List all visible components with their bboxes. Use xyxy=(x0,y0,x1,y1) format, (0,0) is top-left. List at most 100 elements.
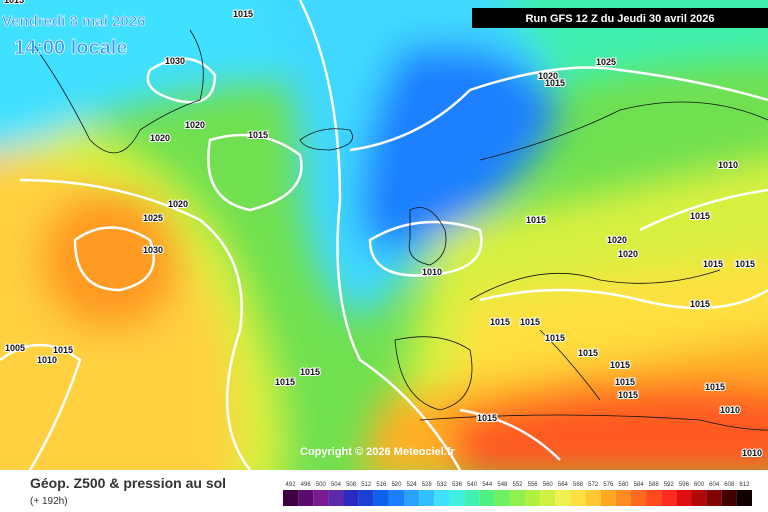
legend-swatch xyxy=(661,490,677,506)
isobar-label: 1015 xyxy=(248,130,268,140)
legend-label: 496 xyxy=(301,482,312,488)
isobar-label: 1020 xyxy=(538,71,558,81)
legend-label: 604 xyxy=(709,482,720,488)
legend-swatch xyxy=(509,490,526,506)
legend-swatch xyxy=(585,490,601,506)
legend-swatch xyxy=(721,490,737,506)
isobar-label: 1015 xyxy=(233,9,253,19)
legend-label: 508 xyxy=(346,482,357,488)
legend-swatch xyxy=(630,490,647,506)
legend-label: 588 xyxy=(649,482,660,488)
legend-swatch xyxy=(479,490,495,506)
legend-label: 564 xyxy=(558,482,569,488)
legend-label: 540 xyxy=(467,482,478,488)
legend-swatch xyxy=(373,490,389,506)
legend-label: 580 xyxy=(618,482,629,488)
date: Vendredi 8 mai 2026 xyxy=(2,13,145,30)
legend-swatch xyxy=(676,490,692,506)
run-box xyxy=(472,8,768,28)
legend-swatch xyxy=(525,490,541,506)
legend-swatch xyxy=(736,490,752,506)
legend-label: 576 xyxy=(603,482,614,488)
isobar-label: 1015 xyxy=(545,78,565,88)
legend-swatch xyxy=(555,490,571,506)
legend-label: 504 xyxy=(331,482,342,488)
isobar-label: 1020 xyxy=(618,249,638,259)
legend-label: 528 xyxy=(422,482,433,488)
legend-label: 524 xyxy=(407,482,418,488)
local-time: 14:00 locale xyxy=(14,37,127,59)
legend-label: 560 xyxy=(543,482,554,488)
isobar-label: 1015 xyxy=(275,377,295,387)
field xyxy=(0,0,768,470)
legend-label: 572 xyxy=(588,482,599,488)
isobar-label: 1005 xyxy=(5,343,25,353)
legend-label: 608 xyxy=(724,482,735,488)
isobar-label: 1015 xyxy=(690,211,710,221)
legend-label: 500 xyxy=(316,482,327,488)
legend-swatch xyxy=(706,490,722,506)
coastlines xyxy=(29,29,768,431)
isobar-label: 1025 xyxy=(596,57,616,67)
isobar-label: 1015 xyxy=(526,215,546,225)
legend-label: 492 xyxy=(286,482,297,488)
legend-swatch xyxy=(434,490,450,506)
isobar-label: 1015 xyxy=(705,382,725,392)
legend-swatch xyxy=(343,490,359,506)
legend-swatch xyxy=(388,490,405,506)
legend-label: 596 xyxy=(679,482,690,488)
legend-label: 520 xyxy=(391,482,402,488)
isobars xyxy=(0,0,768,470)
color-legend: 492 496 500 504 508 512 516 520 524 528 532 536 540 5… xyxy=(283,482,752,506)
isobar-label: 1010 xyxy=(422,267,442,277)
isobar-label: 1015 xyxy=(610,360,630,370)
isobar-label: 1015 xyxy=(703,259,723,269)
isobar-label: 1020 xyxy=(607,235,627,245)
isobar-label: 1015 xyxy=(477,413,497,423)
isobar-label: 1030 xyxy=(143,245,163,255)
legend-swatch xyxy=(570,490,586,506)
isobar-label: 1015 xyxy=(53,345,73,355)
footer-subtitle: (+ 192h) xyxy=(30,496,68,507)
legend-swatch xyxy=(298,490,314,506)
legend-swatch xyxy=(358,490,374,506)
run-info: Run GFS 12 Z du Jeudi 30 avril 2026 xyxy=(526,13,715,25)
isobar-label: 1010 xyxy=(37,355,57,365)
legend-swatch xyxy=(600,490,616,506)
legend-swatch xyxy=(313,490,329,506)
legend-swatch xyxy=(404,490,420,506)
isobar-label: 1015 xyxy=(520,317,540,327)
legend-swatch xyxy=(615,490,631,506)
legend-label: 512 xyxy=(361,482,372,488)
isobar-labels: 1015101510301020102010151020102510301025… xyxy=(3,0,763,459)
isobar-label: 1015 xyxy=(578,348,598,358)
footer-title: Géop. Z500 & pression au sol xyxy=(30,475,226,491)
isobar-label: 1015 xyxy=(545,333,565,343)
isobar-label: 1015 xyxy=(490,317,510,327)
legend-swatch xyxy=(646,490,662,506)
isobar-label: 1020 xyxy=(150,133,170,143)
legend-swatch xyxy=(283,490,299,506)
legend-swatch xyxy=(494,490,510,506)
legend-swatch xyxy=(464,490,480,506)
isobar-label: 1015 xyxy=(618,390,638,400)
isobar-label: 1015 xyxy=(690,299,710,309)
isobar-label: 1020 xyxy=(168,199,188,209)
legend-label: 536 xyxy=(452,482,463,488)
isobar-label: 1025 xyxy=(143,213,163,223)
legend-swatch xyxy=(328,490,344,506)
legend-swatch xyxy=(540,490,556,506)
isobar-label: 1015 xyxy=(300,367,320,377)
legend-label: 612 xyxy=(739,482,750,488)
legend-label: 516 xyxy=(376,482,387,488)
legend-label: 600 xyxy=(694,482,705,488)
copyright: Copyright © 2026 Meteociel.fr xyxy=(300,446,456,458)
isobar-label: 1010 xyxy=(720,405,740,415)
legend-swatch xyxy=(449,490,465,506)
legend-swatch xyxy=(419,490,435,506)
legend-label: 548 xyxy=(497,482,508,488)
isobar-label: 1030 xyxy=(165,56,185,66)
legend-label: 592 xyxy=(664,482,675,488)
